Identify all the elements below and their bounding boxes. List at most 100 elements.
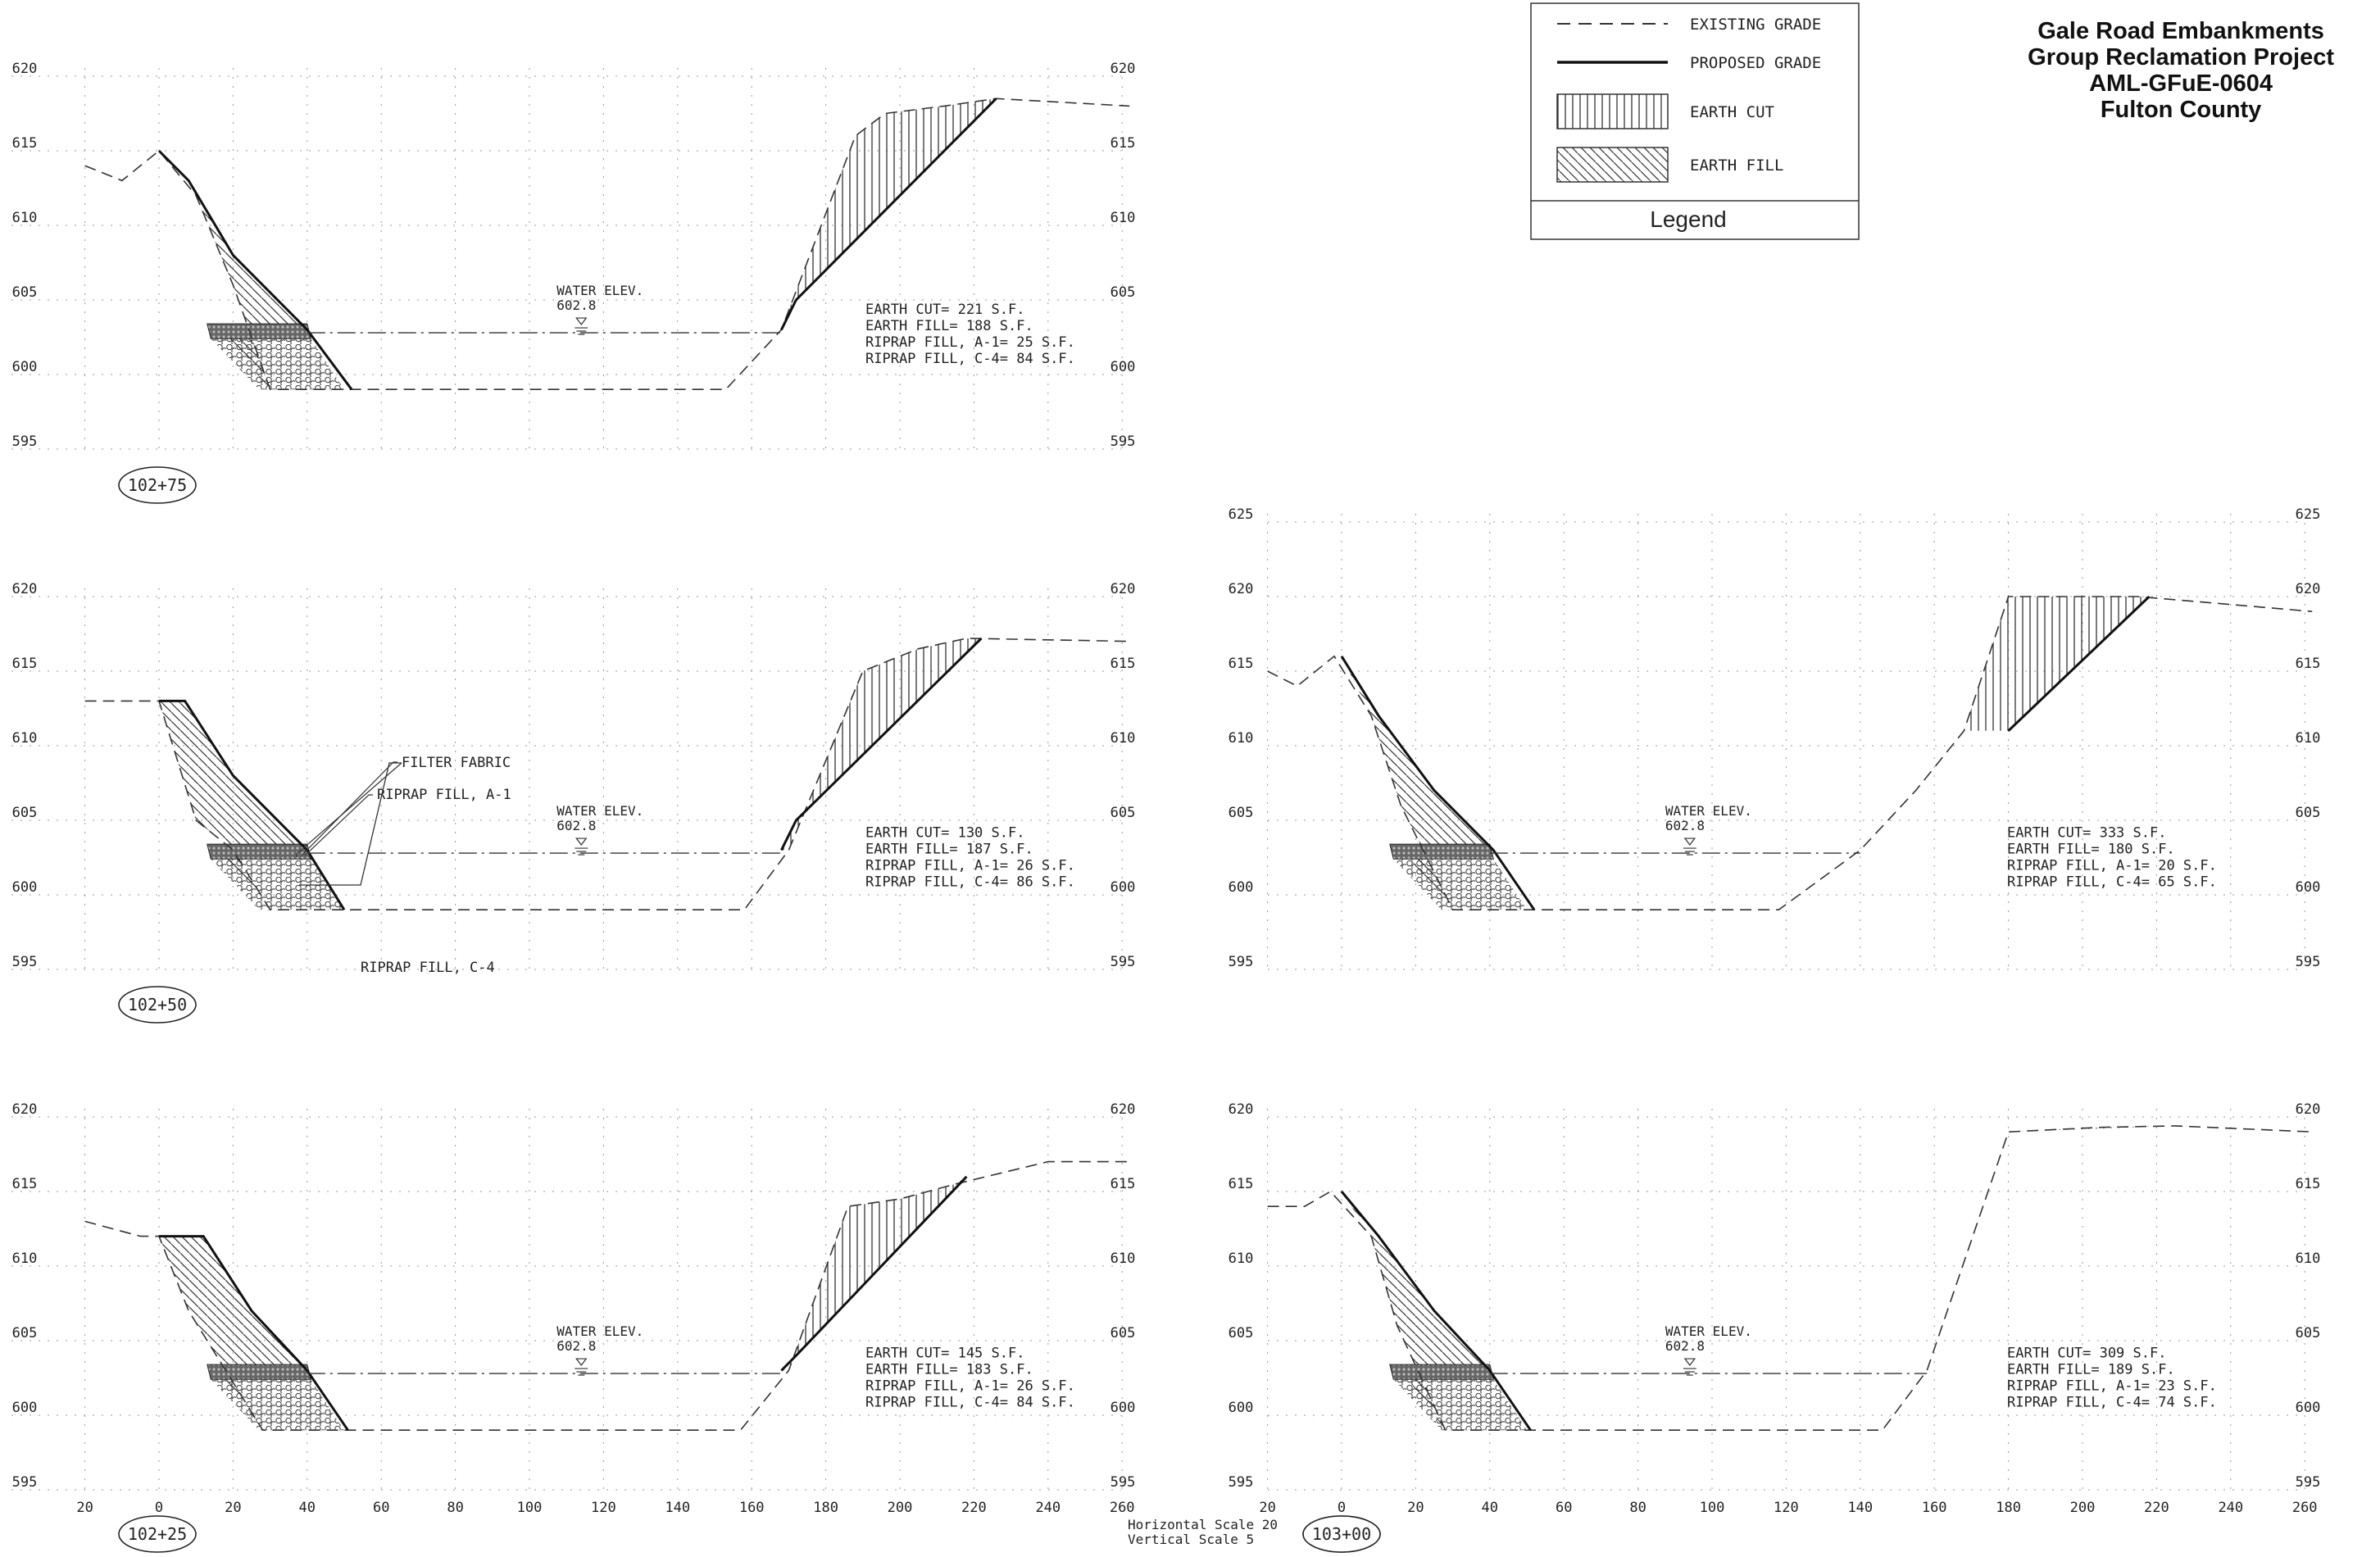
y-tick-label: 620 bbox=[1111, 1101, 1136, 1118]
legend-proposed-grade: PROPOSED GRADE bbox=[1690, 54, 1821, 72]
y-tick-label: 595 bbox=[2296, 954, 2321, 970]
y-tick-label: 620 bbox=[1229, 1101, 1254, 1118]
y-tick-label: 600 bbox=[12, 1400, 38, 1416]
earth-cut-area bbox=[2008, 1125, 2175, 1133]
proposed-grade-line bbox=[159, 699, 346, 910]
callout-riprap-a1: RIPRAP FILL, A-1 bbox=[377, 787, 511, 803]
water-elev-value: 602.8 bbox=[556, 297, 596, 313]
project-county: Fulton County bbox=[2100, 97, 2262, 123]
quantity-text: EARTH CUT= 145 S.F. bbox=[865, 1345, 1024, 1361]
x-tick-label: 160 bbox=[739, 1500, 765, 1516]
quantity-text: RIPRAP FILL, C-4= 86 S.F. bbox=[865, 874, 1075, 890]
y-tick-label: 610 bbox=[1111, 730, 1136, 747]
y-tick-label: 605 bbox=[12, 1325, 38, 1341]
y-tick-label: 620 bbox=[2296, 1101, 2321, 1118]
y-tick-label: 610 bbox=[1111, 210, 1136, 226]
title-block: Gale Road Embankments Group Reclamation … bbox=[2028, 18, 2334, 123]
station-bubble bbox=[118, 466, 197, 504]
y-tick-label: 600 bbox=[1229, 1400, 1254, 1416]
callouts: RIPRAP FILL, C-4 bbox=[299, 762, 495, 976]
y-tick-label: 600 bbox=[1111, 359, 1136, 375]
water-elev-value: 602.8 bbox=[556, 818, 596, 833]
x-tick-label: 220 bbox=[2144, 1500, 2169, 1516]
x-tick-label: 20 bbox=[1407, 1500, 1424, 1516]
y-tick-label: 600 bbox=[1111, 879, 1136, 896]
earth-fill-area bbox=[159, 1236, 307, 1431]
x-tick-label: 240 bbox=[2218, 1500, 2243, 1516]
x-tick-label: 140 bbox=[1847, 1500, 1873, 1516]
earth-fill-symbol bbox=[1556, 147, 1669, 183]
proposed-grade-line bbox=[159, 1235, 349, 1432]
y-tick-label: 625 bbox=[1229, 506, 1254, 523]
legend-earth-fill: EARTH FILL bbox=[1690, 157, 1783, 175]
x-tick-label: 80 bbox=[447, 1500, 463, 1516]
water-elev-label: WATER ELEV. bbox=[556, 283, 643, 298]
y-tick-label: 620 bbox=[12, 581, 38, 597]
y-tick-label: 595 bbox=[1229, 1474, 1254, 1491]
x-tick-label: 160 bbox=[1922, 1500, 1947, 1516]
horizontal-scale-note: Horizontal Scale 20 bbox=[1128, 1517, 1278, 1532]
y-tick-label: 610 bbox=[2296, 1251, 2321, 1267]
water-elev-value: 602.8 bbox=[556, 1338, 596, 1354]
x-tick-label: 140 bbox=[665, 1500, 690, 1516]
callout-leader bbox=[297, 763, 385, 857]
vertical-scale-note: Vertical Scale 5 bbox=[1128, 1532, 1254, 1547]
x-tick-label: 40 bbox=[299, 1500, 316, 1516]
y-tick-label: 615 bbox=[2296, 656, 2321, 672]
x-tick-label: 120 bbox=[591, 1500, 616, 1516]
riprap-c4-leader bbox=[299, 762, 402, 886]
proposed-grade-line bbox=[1340, 1191, 1532, 1432]
water-symbol-icon bbox=[575, 317, 588, 326]
water-symbol-icon bbox=[575, 838, 588, 847]
station-bubble bbox=[118, 986, 197, 1024]
water-elev-value: 602.8 bbox=[1665, 818, 1705, 833]
legend-existing-grade: EXISTING GRADE bbox=[1690, 16, 1821, 34]
y-tick-label: 615 bbox=[12, 656, 38, 672]
water-elev-label: WATER ELEV. bbox=[1665, 803, 1752, 819]
existing-grade-line bbox=[1267, 1125, 2313, 1431]
y-tick-label: 620 bbox=[1111, 61, 1136, 77]
quantity-text: EARTH CUT= 130 S.F. bbox=[865, 824, 1024, 841]
x-tick-label: 180 bbox=[813, 1500, 838, 1516]
x-tick-label: 20 bbox=[225, 1500, 241, 1516]
x-tick-label: 120 bbox=[1774, 1500, 1799, 1516]
earth-cut-area bbox=[781, 98, 997, 330]
riprap-a1-area bbox=[1389, 843, 1494, 860]
x-tick-label: 200 bbox=[2070, 1500, 2096, 1516]
y-tick-label: 595 bbox=[12, 434, 38, 450]
x-tick-label: 80 bbox=[1629, 1500, 1646, 1516]
riprap-a1-leader bbox=[304, 794, 373, 856]
y-tick-label: 615 bbox=[2296, 1176, 2321, 1192]
y-tick-label: 595 bbox=[1111, 1474, 1136, 1491]
project-subtitle: Group Reclamation Project bbox=[2028, 44, 2334, 70]
legend-caption: Legend bbox=[1650, 207, 1726, 232]
proposed-grade-line bbox=[2007, 595, 2151, 732]
quantity-text: EARTH FILL= 187 S.F. bbox=[865, 841, 1033, 857]
cross-section-102-75: 620 620 615 615 610 610 605 605 600 600 595 595 WATE… bbox=[11, 61, 1136, 504]
callout-filter-fabric: FILTER FABRIC bbox=[402, 755, 511, 771]
riprap-c4-area bbox=[1393, 859, 1527, 910]
riprap-c4-area bbox=[211, 338, 344, 390]
earth-fill-area bbox=[1342, 656, 1490, 910]
earth-cut-area bbox=[1964, 597, 2150, 731]
x-tick-label: 0 bbox=[1338, 1500, 1346, 1516]
water-elev-label: WATER ELEV. bbox=[556, 1323, 643, 1339]
earth-fill-area bbox=[159, 701, 307, 910]
y-tick-label: 605 bbox=[1111, 805, 1136, 821]
x-tick-label: 220 bbox=[961, 1500, 987, 1516]
x-tick-label: 260 bbox=[1110, 1500, 1135, 1516]
x-tick-label: 180 bbox=[1996, 1500, 2021, 1516]
x-tick-label: 60 bbox=[1556, 1500, 1572, 1516]
y-tick-label: 610 bbox=[1229, 1251, 1254, 1267]
callout-leader bbox=[296, 762, 402, 857]
riprap-c4-area bbox=[1393, 1379, 1527, 1431]
proposed-grade-line bbox=[780, 1175, 968, 1372]
y-tick-label: 610 bbox=[1229, 730, 1254, 747]
water-symbol-icon bbox=[575, 1358, 588, 1367]
quantity-text: RIPRAP FILL, C-4= 84 S.F. bbox=[865, 1394, 1075, 1410]
y-tick-label: 595 bbox=[1229, 954, 1254, 970]
y-tick-label: 620 bbox=[12, 61, 38, 77]
quantity-text: EARTH FILL= 189 S.F. bbox=[2007, 1361, 2175, 1378]
quantity-text: RIPRAP FILL, C-4= 65 S.F. bbox=[2007, 874, 2217, 890]
